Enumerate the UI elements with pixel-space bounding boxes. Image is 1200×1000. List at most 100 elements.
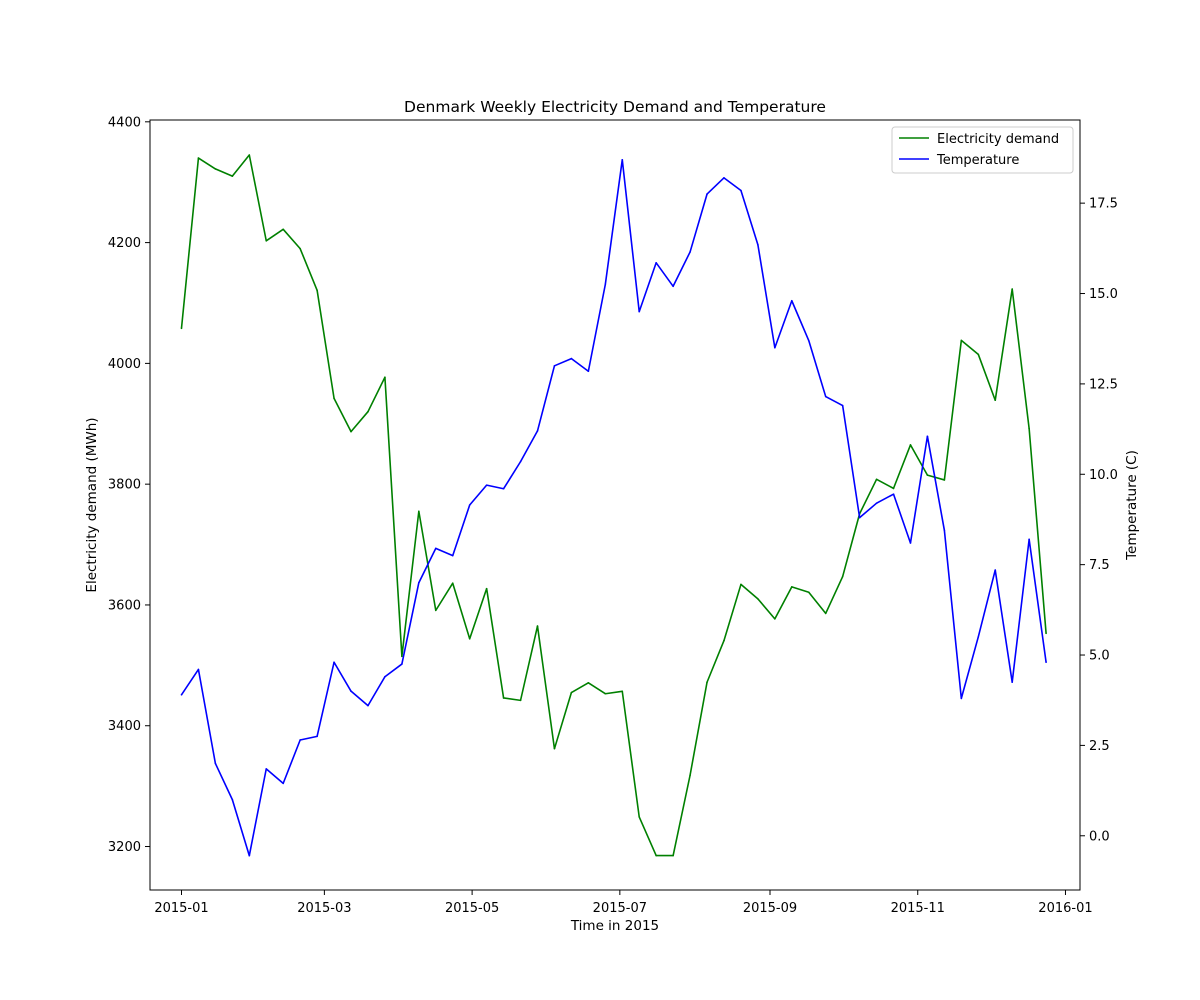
data-point-electricity-demand — [519, 699, 522, 702]
data-point-temperature — [621, 158, 624, 161]
data-point-electricity-demand — [841, 575, 844, 578]
data-point-temperature — [570, 357, 573, 360]
data-point-electricity-demand — [638, 816, 641, 818]
data-point-electricity-demand — [807, 591, 810, 594]
data-point-electricity-demand — [774, 618, 776, 620]
data-point-electricity-demand — [367, 410, 369, 413]
plot-frame — [149, 119, 1081, 891]
data-point-temperature — [604, 283, 607, 286]
data-point-electricity-demand — [333, 397, 335, 400]
legend: Electricity demand Temperature — [891, 126, 1074, 174]
data-point-electricity-demand — [1011, 288, 1013, 290]
data-point-temperature — [807, 339, 810, 342]
data-point-temperature — [401, 663, 403, 665]
y-right-tick-label: 0.0 — [1089, 829, 1110, 844]
data-point-electricity-demand — [875, 478, 878, 481]
data-point-electricity-demand — [791, 586, 793, 588]
data-point-temperature — [333, 661, 335, 664]
data-point-electricity-demand — [299, 247, 301, 250]
data-point-temperature — [519, 460, 522, 463]
data-point-temperature — [282, 782, 285, 785]
data-point-temperature — [434, 547, 437, 550]
x-tick-label: 2016-01 — [1038, 901, 1092, 916]
data-point-temperature — [536, 430, 539, 432]
plot-area — [149, 119, 1081, 891]
x-tick-label: 2015-09 — [743, 901, 797, 916]
data-point-temperature — [774, 346, 776, 349]
data-point-electricity-demand — [672, 854, 674, 857]
x-tick-label: 2015-07 — [593, 901, 647, 916]
data-point-electricity-demand — [960, 339, 963, 342]
data-point-temperature — [502, 487, 505, 490]
series-layer — [180, 154, 1047, 857]
data-point-temperature — [299, 739, 301, 741]
y-left-tick-label: 3600 — [108, 598, 141, 613]
data-point-electricity-demand — [536, 625, 539, 627]
data-point-electricity-demand — [943, 479, 946, 481]
data-point-temperature — [655, 261, 657, 264]
data-point-temperature — [841, 404, 844, 407]
data-point-electricity-demand — [570, 691, 573, 694]
data-point-electricity-demand — [180, 327, 183, 330]
legend-label-temperature: Temperature — [936, 153, 1019, 168]
data-point-temperature — [587, 370, 590, 373]
data-point-electricity-demand — [994, 399, 997, 402]
data-point-temperature — [485, 484, 488, 486]
data-point-temperature — [791, 299, 793, 302]
data-point-electricity-demand — [434, 609, 437, 612]
data-point-electricity-demand — [689, 774, 691, 777]
data-point-temperature — [994, 569, 997, 571]
data-point-temperature — [197, 668, 200, 671]
data-point-electricity-demand — [1028, 427, 1030, 430]
data-point-electricity-demand — [621, 690, 624, 693]
data-point-electricity-demand — [197, 157, 200, 159]
data-point-electricity-demand — [401, 655, 403, 658]
x-axis-label: Time in 2015 — [570, 918, 659, 934]
data-point-electricity-demand — [418, 510, 420, 513]
data-point-electricity-demand — [214, 168, 217, 170]
data-point-electricity-demand — [451, 582, 454, 585]
x-tick-label: 2015-05 — [445, 901, 499, 916]
data-point-temperature — [384, 675, 386, 678]
data-point-temperature — [892, 493, 895, 495]
data-point-temperature — [451, 554, 454, 557]
data-point-temperature — [875, 502, 878, 504]
data-point-temperature — [1011, 681, 1013, 683]
data-point-electricity-demand — [502, 697, 505, 699]
data-point-temperature — [350, 690, 352, 692]
legend-box — [891, 126, 1074, 174]
legend-label-electricity-demand: Electricity demand — [937, 132, 1059, 147]
y-axis-left-label: Electricity demand (MWh) — [84, 417, 100, 592]
data-point-electricity-demand — [231, 175, 234, 177]
y-left-tick-label: 4400 — [108, 115, 141, 130]
data-point-temperature — [926, 435, 929, 438]
data-point-temperature — [757, 243, 759, 246]
y-axis-right-label: Temperature (C) — [1124, 450, 1140, 561]
data-point-electricity-demand — [706, 681, 708, 684]
y-right-tick-label: 7.5 — [1089, 558, 1110, 573]
data-point-temperature — [706, 193, 708, 195]
data-point-electricity-demand — [587, 682, 590, 684]
data-point-electricity-demand — [384, 376, 386, 379]
data-point-temperature — [1028, 538, 1030, 541]
data-point-electricity-demand — [468, 637, 471, 640]
y-axis-right: 0.0 2.5 5.0 7.5 10.0 12.5 15.0 17.5 — [1080, 197, 1118, 844]
data-point-temperature — [723, 177, 725, 179]
data-point-temperature — [824, 395, 827, 398]
data-point-temperature — [740, 189, 742, 192]
data-point-electricity-demand — [757, 598, 759, 600]
data-point-temperature — [689, 251, 691, 253]
x-tick-label: 2015-03 — [297, 901, 351, 916]
x-tick-label: 2015-01 — [154, 901, 208, 916]
data-point-temperature — [909, 542, 912, 544]
data-point-temperature — [943, 529, 946, 532]
data-point-electricity-demand — [248, 154, 251, 156]
y-left-tick-label: 3800 — [108, 478, 141, 493]
series-line-electricity-demand — [180, 154, 1047, 857]
data-point-temperature — [468, 504, 471, 506]
data-point-temperature — [638, 310, 641, 313]
data-point-electricity-demand — [977, 353, 980, 356]
data-point-temperature — [858, 516, 861, 519]
data-point-temperature — [553, 365, 556, 367]
